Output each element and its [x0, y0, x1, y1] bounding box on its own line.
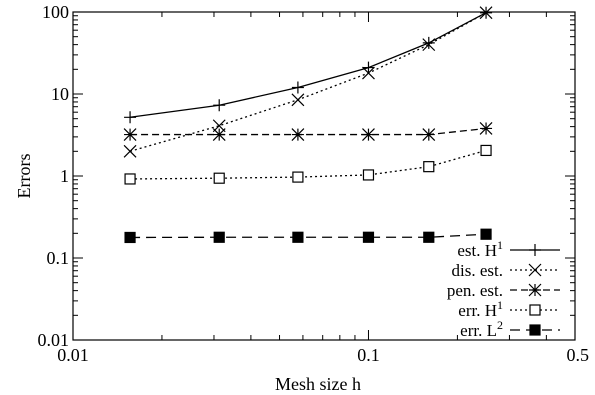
- series-3: [123, 122, 493, 142]
- data-point: [292, 231, 304, 243]
- legend-marker: [528, 283, 542, 297]
- legend-label: dis. est.: [452, 261, 503, 280]
- series-line: [130, 233, 487, 239]
- legend-label: err. H1: [458, 298, 503, 320]
- legend-entry: pen. est.: [447, 281, 560, 300]
- y-tick-label: 0.01: [38, 330, 70, 350]
- data-point: [479, 6, 493, 20]
- data-point: [213, 99, 226, 112]
- legend-entry: dis. est.: [452, 261, 560, 280]
- x-tick-label: 0.01: [57, 345, 89, 365]
- data-point: [362, 128, 375, 142]
- data-point: [123, 144, 137, 158]
- data-point: [422, 36, 435, 49]
- series-line: [129, 12, 487, 118]
- data-point: [124, 231, 136, 244]
- y-tick-label: 1: [60, 166, 69, 186]
- data-point: [362, 231, 375, 243]
- legend-entry: err. L2: [460, 318, 560, 340]
- data-point: [422, 38, 436, 52]
- legend-marker: [528, 263, 542, 277]
- data-point: [362, 169, 375, 181]
- tick-labels: 0.01 0.1 1 10 100 0.01 0.1 0.5: [38, 2, 590, 365]
- x-axis-label: Mesh size h: [275, 374, 361, 394]
- data-point: [479, 122, 493, 135]
- data-point: [292, 171, 304, 183]
- legend-label: est. H1: [457, 238, 503, 260]
- legend-label: pen. est.: [447, 281, 503, 300]
- data-point: [291, 93, 305, 107]
- x-tick-label: 0.5: [567, 345, 590, 365]
- x-tick-label: 0.1: [357, 345, 380, 365]
- legend-label: err. L2: [460, 318, 503, 340]
- series-1: [124, 6, 493, 124]
- series-layer: [123, 6, 493, 244]
- axis-ticks: [72, 11, 576, 341]
- data-point: [213, 231, 225, 243]
- legend-marker: [529, 324, 541, 336]
- y-tick-label: 10: [51, 84, 69, 104]
- data-point: [480, 144, 492, 157]
- data-point: [362, 66, 375, 80]
- y-tick-label: 100: [42, 2, 69, 22]
- legend-marker: [529, 304, 541, 316]
- series-5: [124, 228, 492, 244]
- data-point: [291, 128, 305, 142]
- series-line: [130, 127, 487, 136]
- data-point: [124, 173, 136, 185]
- data-point: [480, 228, 492, 240]
- y-tick-label: 0.1: [47, 248, 70, 268]
- data-point: [423, 161, 435, 173]
- legend-entry: err. H1: [458, 298, 560, 320]
- data-point: [213, 172, 225, 184]
- data-point: [423, 231, 435, 243]
- legend-marker: [529, 244, 541, 256]
- data-point: [212, 128, 226, 142]
- y-axis-label: Errors: [14, 154, 34, 199]
- data-point: [124, 111, 137, 124]
- data-point: [422, 128, 436, 142]
- data-point: [123, 128, 137, 142]
- data-point: [291, 81, 304, 94]
- series-4: [124, 144, 492, 185]
- legend-entry: est. H1: [457, 238, 560, 260]
- data-point: [362, 61, 375, 74]
